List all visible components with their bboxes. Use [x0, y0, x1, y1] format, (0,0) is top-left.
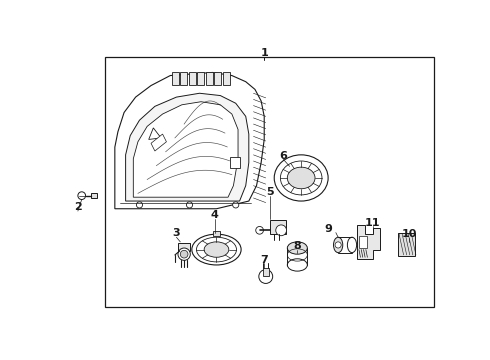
Bar — [189, 72, 196, 85]
Bar — [359, 236, 367, 248]
Ellipse shape — [287, 242, 307, 254]
Bar — [270, 220, 286, 234]
Bar — [398, 233, 415, 256]
Bar — [263, 268, 269, 276]
Circle shape — [178, 248, 190, 260]
Circle shape — [256, 226, 264, 234]
Ellipse shape — [287, 167, 315, 189]
Circle shape — [233, 202, 239, 208]
Polygon shape — [115, 72, 264, 209]
Text: 1: 1 — [260, 48, 268, 58]
Circle shape — [180, 250, 188, 258]
Polygon shape — [151, 134, 167, 151]
Circle shape — [259, 270, 273, 283]
Polygon shape — [149, 128, 161, 139]
Bar — [180, 72, 187, 85]
Bar — [230, 157, 240, 168]
Text: 11: 11 — [365, 217, 381, 228]
Ellipse shape — [204, 242, 229, 257]
Circle shape — [78, 192, 86, 199]
Text: 6: 6 — [279, 150, 288, 161]
Text: 5: 5 — [267, 187, 274, 197]
Bar — [105, 57, 435, 307]
Bar — [178, 243, 190, 251]
Polygon shape — [125, 93, 249, 201]
Ellipse shape — [196, 237, 237, 262]
Ellipse shape — [347, 237, 357, 253]
Bar — [172, 72, 179, 85]
Circle shape — [136, 202, 143, 208]
Text: 3: 3 — [172, 228, 180, 238]
Polygon shape — [357, 225, 381, 259]
Circle shape — [335, 242, 341, 248]
Bar — [91, 193, 97, 198]
Circle shape — [186, 202, 193, 208]
Ellipse shape — [334, 237, 343, 253]
Circle shape — [276, 225, 287, 236]
Bar — [197, 72, 204, 85]
Ellipse shape — [280, 161, 322, 195]
Text: 8: 8 — [294, 241, 301, 251]
Ellipse shape — [192, 234, 241, 265]
Text: 2: 2 — [74, 202, 82, 212]
Text: 7: 7 — [260, 255, 268, 265]
Text: 4: 4 — [211, 210, 219, 220]
Bar — [213, 231, 220, 236]
Text: 10: 10 — [401, 229, 416, 239]
Ellipse shape — [274, 155, 328, 201]
Bar — [206, 72, 213, 85]
Text: 9: 9 — [324, 224, 332, 234]
Ellipse shape — [287, 259, 307, 271]
Bar — [214, 72, 221, 85]
Polygon shape — [133, 102, 238, 197]
Bar — [222, 72, 229, 85]
